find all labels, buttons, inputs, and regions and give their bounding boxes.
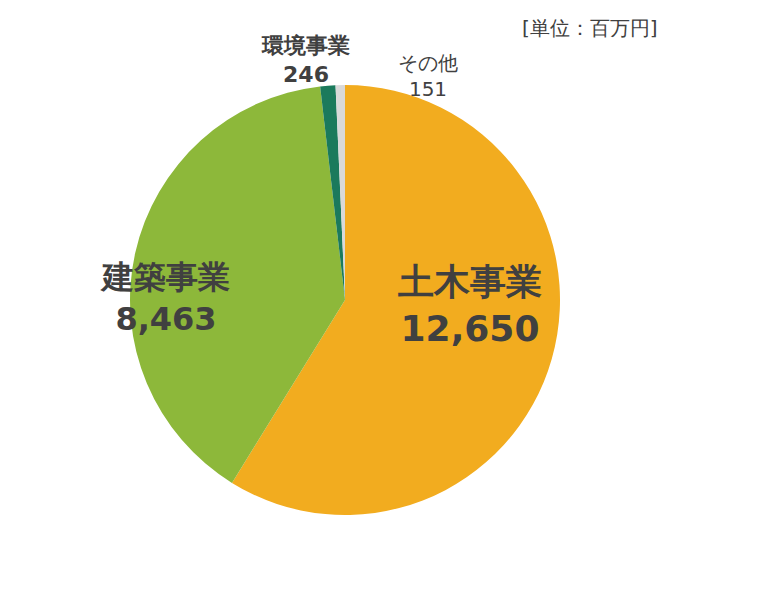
svg-text:建築事業8,463: 建築事業8,463 [100,258,230,338]
svg-text:[単位：百万円]: [単位：百万円] [522,16,658,40]
svg-text:その他151: その他151 [398,51,458,101]
svg-text:環境事業246: 環境事業246 [261,33,350,87]
svg-text:土木事業12,650: 土木事業12,650 [398,261,542,349]
